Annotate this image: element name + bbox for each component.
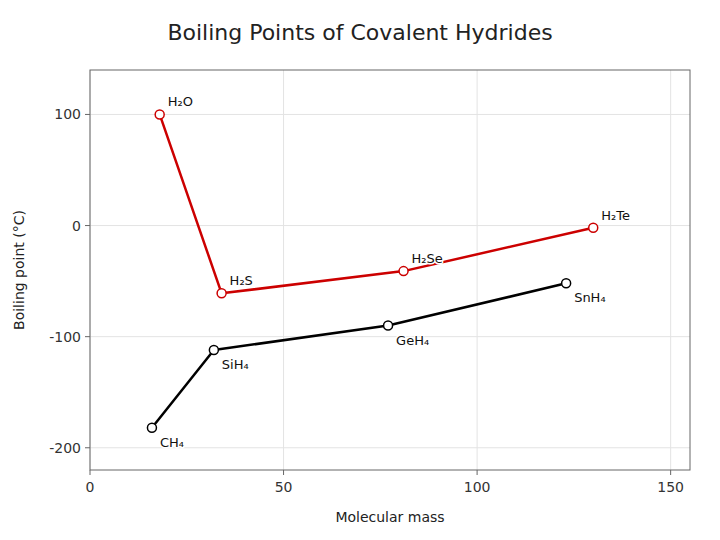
tick-label-x: 0 (86, 479, 95, 495)
point-label: H₂Se (412, 251, 443, 266)
tick-x (670, 470, 671, 475)
grid-line-y (90, 225, 690, 226)
point (562, 279, 571, 288)
series-line (160, 114, 594, 293)
point-label: H₂O (168, 94, 193, 109)
point (384, 321, 393, 330)
point (209, 346, 218, 355)
tick-label-y: 100 (54, 106, 81, 122)
tick-label-x: 50 (275, 479, 293, 495)
series-group (147, 110, 597, 432)
tick-label-y: -100 (49, 329, 81, 345)
y-axis-label: Boiling point (°C) (11, 210, 27, 330)
title: Boiling Points of Covalent Hydrides (167, 20, 552, 45)
point-label: CH₄ (160, 435, 184, 450)
point-label: H₂S (230, 273, 253, 288)
chart: 0 50 100 150 -200 -100 0 100 H₂O H₂S H₂Se H₂Te CH₄ Si… (0, 0, 720, 540)
tick-label-y: -200 (49, 440, 81, 456)
grid-line-x (283, 70, 284, 470)
tick-y (85, 114, 90, 115)
grid-line-y (90, 114, 690, 115)
grid-line-x (477, 70, 478, 470)
point-label: SnH₄ (574, 290, 605, 305)
point-label: H₂Te (601, 208, 630, 223)
point-labels: H₂O H₂S H₂Se H₂Te CH₄ SiH₄ GeH₄ SnH₄ (160, 94, 630, 449)
point (217, 289, 226, 298)
tick-x (283, 470, 284, 475)
tick-x (90, 470, 91, 475)
tick-label-x: 150 (657, 479, 684, 495)
tick-y (85, 336, 90, 337)
tick-label-x: 100 (464, 479, 491, 495)
tick-x (477, 470, 478, 475)
grid-line-x (670, 70, 671, 470)
x-axis-label: Molecular mass (335, 509, 444, 525)
point-label: GeH₄ (396, 333, 429, 348)
tick-y (85, 447, 90, 448)
series-line (152, 283, 566, 427)
plot-frame (90, 70, 690, 470)
tick-label-y: 0 (72, 218, 81, 234)
point (399, 267, 408, 276)
point (155, 110, 164, 119)
point (589, 223, 598, 232)
grid (90, 70, 690, 470)
tick-y (85, 225, 90, 226)
point-label: SiH₄ (222, 357, 249, 372)
grid-line-y (90, 336, 690, 337)
plot-area (90, 70, 690, 470)
point (147, 423, 156, 432)
